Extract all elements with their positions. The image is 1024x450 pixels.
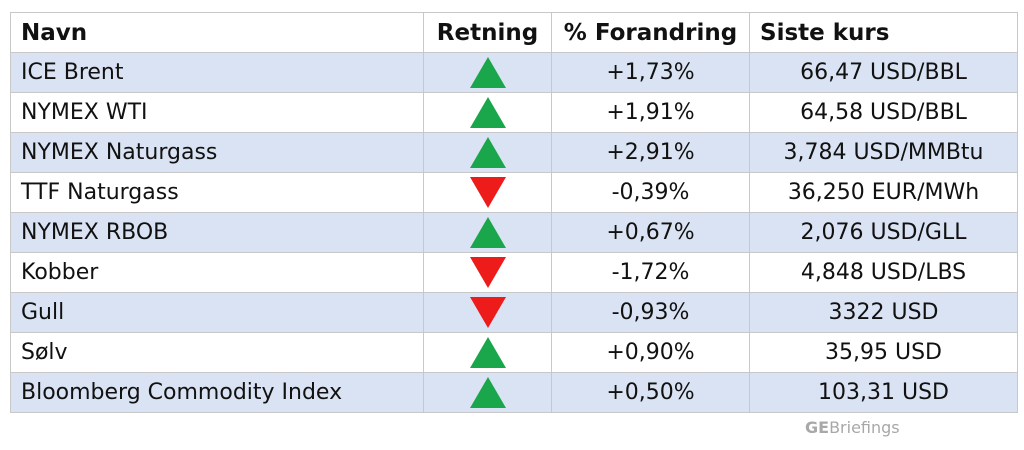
direction-cell: [423, 172, 552, 213]
table-row: ICE Brent +1,73% 66,47 USD/BBL: [10, 52, 1018, 93]
commodity-name: Gull: [10, 292, 424, 333]
table-row: Kobber -1,72% 4,848 USD/LBS: [10, 252, 1018, 293]
direction-cell: [423, 132, 552, 173]
triangle-down-icon: [469, 177, 506, 208]
last-price: 36,250 EUR/MWh: [749, 172, 1018, 213]
table-row: Sølv +0,90% 35,95 USD: [10, 332, 1018, 373]
direction-cell: [423, 92, 552, 133]
commodity-table-container: Navn Retning % Forandring Siste kurs ICE…: [10, 12, 1018, 413]
table-row: TTF Naturgass -0,39% 36,250 EUR/MWh: [10, 172, 1018, 213]
commodity-name: NYMEX WTI: [10, 92, 424, 133]
table-row: NYMEX Naturgass +2,91% 3,784 USD/MMBtu: [10, 132, 1018, 173]
percent-change: +2,91%: [551, 132, 750, 173]
triangle-up-icon: [469, 57, 506, 88]
percent-change: -1,72%: [551, 252, 750, 293]
table-row: NYMEX WTI +1,91% 64,58 USD/BBL: [10, 92, 1018, 133]
commodity-name: Sølv: [10, 332, 424, 373]
triangle-up-icon: [469, 337, 506, 368]
percent-change: -0,39%: [551, 172, 750, 213]
last-price: 35,95 USD: [749, 332, 1018, 373]
percent-change: +0,90%: [551, 332, 750, 373]
commodity-name: Kobber: [10, 252, 424, 293]
table-header-row: Navn Retning % Forandring Siste kurs: [10, 12, 1018, 53]
header-price: Siste kurs: [749, 12, 1018, 53]
last-price: 4,848 USD/LBS: [749, 252, 1018, 293]
percent-change: -0,93%: [551, 292, 750, 333]
commodity-name: Bloomberg Commodity Index: [10, 372, 424, 413]
brand-regular: Briefings: [829, 418, 900, 437]
triangle-up-icon: [469, 217, 506, 248]
percent-change: +0,50%: [551, 372, 750, 413]
header-name: Navn: [10, 12, 424, 53]
direction-cell: [423, 332, 552, 373]
direction-cell: [423, 212, 552, 253]
commodity-name: NYMEX RBOB: [10, 212, 424, 253]
direction-cell: [423, 252, 552, 293]
direction-cell: [423, 292, 552, 333]
table-row: NYMEX RBOB +0,67% 2,076 USD/GLL: [10, 212, 1018, 253]
commodity-name: NYMEX Naturgass: [10, 132, 424, 173]
direction-cell: [423, 52, 552, 93]
percent-change: +1,91%: [551, 92, 750, 133]
last-price: 64,58 USD/BBL: [749, 92, 1018, 133]
commodity-name: ICE Brent: [10, 52, 424, 93]
commodity-table: Navn Retning % Forandring Siste kurs ICE…: [10, 12, 1018, 413]
header-direction: Retning: [423, 12, 552, 53]
triangle-up-icon: [469, 137, 506, 168]
percent-change: +1,73%: [551, 52, 750, 93]
last-price: 2,076 USD/GLL: [749, 212, 1018, 253]
triangle-up-icon: [469, 377, 506, 408]
table-row: Bloomberg Commodity Index +0,50% 103,31 US…: [10, 372, 1018, 413]
table-body: ICE Brent +1,73% 66,47 USD/BBL NYMEX WTI +1,…: [10, 52, 1018, 413]
commodity-name: TTF Naturgass: [10, 172, 424, 213]
header-change: % Forandring: [551, 12, 750, 53]
last-price: 3,784 USD/MMBtu: [749, 132, 1018, 173]
triangle-up-icon: [469, 97, 506, 128]
last-price: 66,47 USD/BBL: [749, 52, 1018, 93]
direction-cell: [423, 372, 552, 413]
last-price: 103,31 USD: [749, 372, 1018, 413]
table-row: Gull -0,93% 3322 USD: [10, 292, 1018, 333]
percent-change: +0,67%: [551, 212, 750, 253]
triangle-down-icon: [469, 297, 506, 328]
triangle-down-icon: [469, 257, 506, 288]
last-price: 3322 USD: [749, 292, 1018, 333]
brand-watermark: GEBriefings: [805, 418, 900, 437]
brand-bold: GE: [805, 418, 830, 437]
